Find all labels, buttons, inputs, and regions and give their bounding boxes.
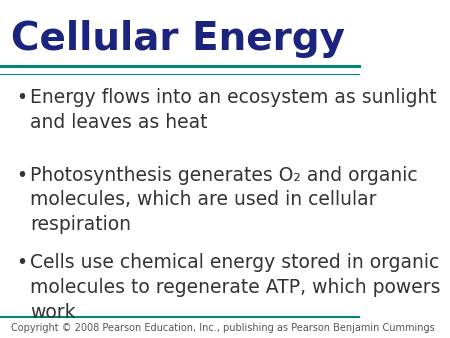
Text: and leaves as heat: and leaves as heat — [31, 113, 208, 131]
Text: •: • — [16, 88, 27, 107]
Text: Copyright © 2008 Pearson Education, Inc., publishing as Pearson Benjamin Cumming: Copyright © 2008 Pearson Education, Inc.… — [11, 323, 435, 333]
Text: •: • — [16, 254, 27, 272]
Text: molecules, which are used in cellular: molecules, which are used in cellular — [31, 190, 377, 209]
Text: Cellular Energy: Cellular Energy — [11, 20, 345, 58]
Text: respiration: respiration — [31, 215, 131, 234]
Text: Cells use chemical energy stored in organic: Cells use chemical energy stored in orga… — [31, 254, 440, 272]
Text: molecules to regenerate ATP, which powers: molecules to regenerate ATP, which power… — [31, 278, 441, 297]
Text: Energy flows into an ecosystem as sunlight: Energy flows into an ecosystem as sunlig… — [31, 88, 437, 107]
Text: work: work — [31, 303, 76, 322]
Text: •: • — [16, 166, 27, 185]
Text: Photosynthesis generates O₂ and organic: Photosynthesis generates O₂ and organic — [31, 166, 418, 185]
